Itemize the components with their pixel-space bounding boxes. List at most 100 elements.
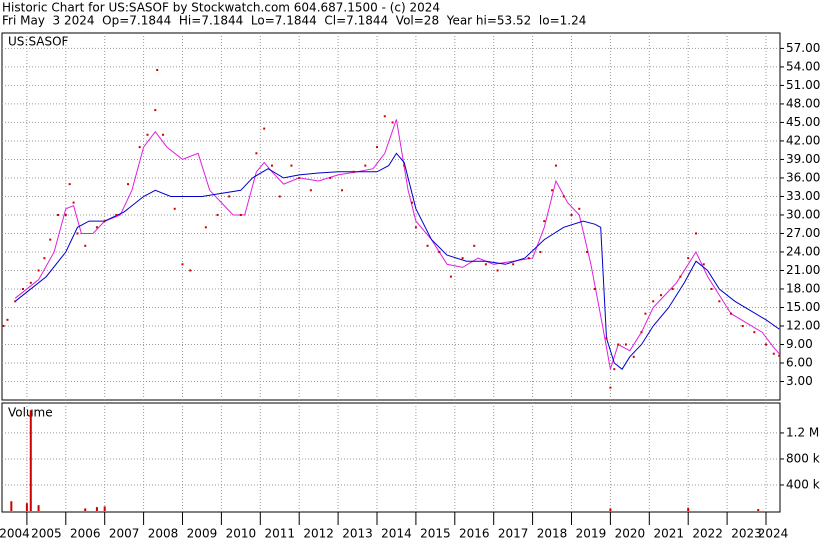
price-dot [593, 287, 596, 290]
y-tick-label: 21.00 [786, 263, 820, 277]
y-tick-label: 1.2 M [786, 425, 819, 439]
y-tick-label: 42.00 [786, 133, 820, 147]
y-tick-label: 15.00 [786, 300, 820, 314]
x-tick-label: 2006 [70, 527, 101, 541]
price-dot [496, 269, 499, 272]
price-dot [6, 318, 9, 321]
price-dot [512, 263, 515, 266]
x-tick-label: 2023 [731, 527, 762, 541]
x-tick-label: 2009 [187, 527, 218, 541]
price-dot [156, 69, 159, 72]
volume-bar [687, 507, 690, 511]
price-dot [543, 220, 546, 223]
x-tick-label: 2016 [459, 527, 490, 541]
price-dot [403, 164, 406, 167]
x-tick-label: 2019 [576, 527, 607, 541]
price-dot [14, 300, 17, 303]
x-tick-label: 2014 [381, 527, 412, 541]
volume-bar [10, 501, 13, 511]
price-dot [426, 244, 429, 247]
price-dot [255, 152, 258, 155]
y-tick-label: 51.00 [786, 78, 820, 92]
price-dot [68, 183, 71, 186]
y-tick-label: 27.00 [786, 226, 820, 240]
price-dot [22, 287, 25, 290]
price-dot [383, 115, 386, 118]
y-tick-label: 48.00 [786, 96, 820, 110]
y-tick-label: 33.00 [786, 189, 820, 203]
price-dot [375, 146, 378, 149]
y-tick-label: 30.00 [786, 207, 820, 221]
price-dot [76, 232, 79, 235]
price-dot [189, 269, 192, 272]
price-label: US:SASOF [8, 35, 69, 49]
price-dot [652, 300, 655, 303]
price-dot [204, 226, 207, 229]
price-dot [228, 195, 231, 198]
price-dot [679, 275, 682, 278]
y-tick-label: 39.00 [786, 152, 820, 166]
price-dot [772, 352, 775, 355]
volume-bar [84, 508, 87, 511]
price-dot [729, 312, 732, 315]
price-dot [115, 213, 118, 216]
price-dot [64, 213, 67, 216]
price-dot [154, 109, 157, 112]
y-tick-label: 12.00 [786, 318, 820, 332]
y-tick-label: 3.00 [786, 374, 813, 388]
price-dot [290, 164, 293, 167]
price-dot [659, 294, 662, 297]
x-tick-label: 2021 [653, 527, 684, 541]
price-dot [640, 331, 643, 334]
price-dot [527, 257, 530, 260]
price-dot [632, 355, 635, 358]
x-tick-label: 2022 [692, 527, 723, 541]
price-dot [438, 250, 441, 253]
x-tick-label: 2015 [420, 527, 451, 541]
price-dot [216, 213, 219, 216]
y-tick-label: 9.00 [786, 337, 813, 351]
price-dot [609, 386, 612, 389]
price-dot [37, 269, 40, 272]
price-dot [43, 257, 46, 260]
x-tick-label: 2007 [109, 527, 140, 541]
price-dot [298, 176, 301, 179]
price-dot [718, 300, 721, 303]
chart-title: Historic Chart for US:SASOF by Stockwatc… [2, 1, 440, 15]
price-dot [710, 287, 713, 290]
x-tick-label: 2017 [498, 527, 529, 541]
price-dot [127, 183, 130, 186]
chart-subtitle: Fri May 3 2024 Op=7.1844 Hi=7.1844 Lo=7.… [2, 14, 586, 28]
volume-bar [103, 506, 106, 511]
price-dot [570, 213, 573, 216]
price-dot [309, 189, 312, 192]
price-dot [103, 220, 106, 223]
price-dot [57, 213, 60, 216]
price-dot [702, 263, 705, 266]
price-dot [694, 232, 697, 235]
price-dot [239, 213, 242, 216]
price-dot [617, 343, 620, 346]
y-tick-label: 57.00 [786, 41, 820, 55]
price-dot [84, 244, 87, 247]
price-dot [461, 257, 464, 260]
y-tick-label: 800 k [786, 451, 820, 465]
x-tick-label: 2010 [226, 527, 257, 541]
x-tick-label: 2008 [148, 527, 179, 541]
moving-average-line [14, 119, 780, 370]
price-dot [414, 226, 417, 229]
price-dot [138, 146, 141, 149]
volume-bar [95, 507, 98, 511]
moving-average-line [14, 152, 780, 370]
price-dot [605, 337, 608, 340]
price-dot [352, 170, 355, 173]
x-tick-label: 2004 [0, 527, 30, 541]
y-tick-label: 45.00 [786, 115, 820, 129]
price-panel [1, 32, 781, 401]
price-dot [624, 343, 627, 346]
price-dot [278, 195, 281, 198]
price-dot [484, 263, 487, 266]
price-dot [340, 189, 343, 192]
